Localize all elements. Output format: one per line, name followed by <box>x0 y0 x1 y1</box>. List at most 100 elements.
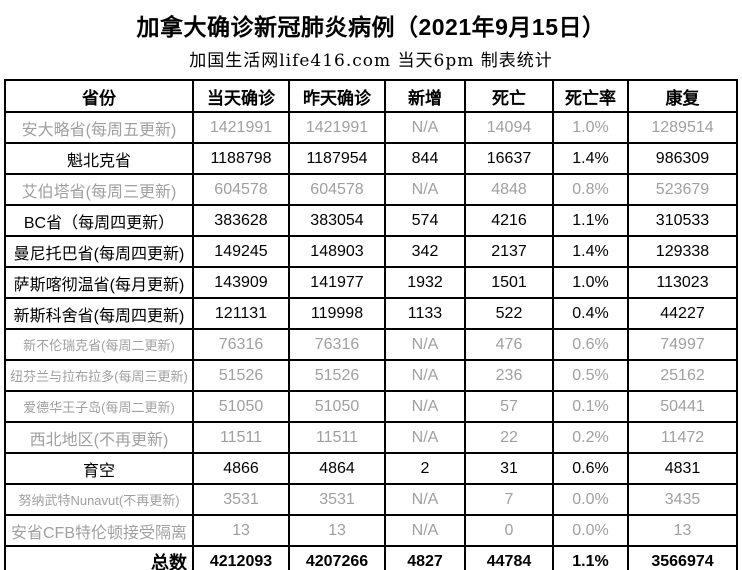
death-rate-cell: 0.0% <box>552 514 629 547</box>
province-cell: 育空 <box>4 452 194 485</box>
recovered-cell: 129338 <box>627 235 738 268</box>
today-confirmed-cell: 149245 <box>192 235 290 268</box>
total-deaths: 44784 <box>464 545 554 570</box>
yesterday-confirmed-cell: 148903 <box>288 235 386 268</box>
death-rate-cell: 0.1% <box>552 390 629 423</box>
table-row: 安省CFB特伦顿接受隔离 13 13 N/A 0 0.0% 13 <box>4 514 738 547</box>
yesterday-confirmed-cell: 119998 <box>288 297 386 330</box>
today-confirmed-cell: 1421991 <box>192 111 290 144</box>
today-confirmed-cell: 121131 <box>192 297 290 330</box>
new-cases-cell: 1932 <box>384 266 466 299</box>
table-row: 魁北克省 1188798 1187954 844 16637 1.4% 986309 <box>4 142 738 175</box>
yesterday-confirmed-cell: 51050 <box>288 390 386 423</box>
deaths-cell: 4216 <box>464 204 554 237</box>
yesterday-confirmed-cell: 604578 <box>288 173 386 206</box>
column-header-yesterday-confirmed: 昨天确诊 <box>288 79 386 113</box>
total-yesterday-confirmed: 4207266 <box>288 545 386 570</box>
column-header-new-cases: 新增 <box>384 79 466 113</box>
today-confirmed-cell: 604578 <box>192 173 290 206</box>
table-row: 曼尼托巴省(每周四更新) 149245 148903 342 2137 1.4% 12933… <box>4 235 738 268</box>
new-cases-cell: N/A <box>384 421 466 454</box>
new-cases-cell: 2 <box>384 452 466 485</box>
recovered-cell: 310533 <box>627 204 738 237</box>
death-rate-cell: 0.8% <box>552 173 629 206</box>
recovered-cell: 74997 <box>627 328 738 361</box>
column-header-recovered: 康复 <box>627 79 738 113</box>
new-cases-cell: N/A <box>384 173 466 206</box>
today-confirmed-cell: 13 <box>192 514 290 547</box>
column-header-deaths: 死亡 <box>464 79 554 113</box>
province-cell: 萨斯喀彻温省(每月更新) <box>4 266 194 299</box>
yesterday-confirmed-cell: 1187954 <box>288 142 386 175</box>
today-confirmed-cell: 76316 <box>192 328 290 361</box>
column-header-province: 省份 <box>4 79 194 113</box>
deaths-cell: 1501 <box>464 266 554 299</box>
death-rate-cell: 0.0% <box>552 483 629 516</box>
today-confirmed-cell: 3531 <box>192 483 290 516</box>
today-confirmed-cell: 383628 <box>192 204 290 237</box>
deaths-cell: 476 <box>464 328 554 361</box>
recovered-cell: 25162 <box>627 359 738 392</box>
table-row: 西北地区(不再更新) 11511 11511 N/A 22 0.2% 11472 <box>4 421 738 454</box>
deaths-cell: 2137 <box>464 235 554 268</box>
table-row: 艾伯塔省(每周三更新) 604578 604578 N/A 4848 0.8% 523679 <box>4 173 738 206</box>
yesterday-confirmed-cell: 141977 <box>288 266 386 299</box>
province-cell: 曼尼托巴省(每周四更新) <box>4 235 194 268</box>
yesterday-confirmed-cell: 4864 <box>288 452 386 485</box>
recovered-cell: 113023 <box>627 266 738 299</box>
province-cell: 艾伯塔省(每周三更新) <box>4 173 194 206</box>
deaths-cell: 16637 <box>464 142 554 175</box>
total-death-rate: 1.1% <box>552 545 629 570</box>
death-rate-cell: 1.4% <box>552 235 629 268</box>
table-row: 爱德华王子岛(每周二更新) 51050 51050 N/A 57 0.1% 50441 <box>4 390 738 423</box>
deaths-cell: 7 <box>464 483 554 516</box>
table-row: 新斯科舍省(每周四更新) 121131 119998 1133 522 0.4% 44227 <box>4 297 738 330</box>
new-cases-cell: N/A <box>384 111 466 144</box>
deaths-cell: 22 <box>464 421 554 454</box>
deaths-cell: 31 <box>464 452 554 485</box>
today-confirmed-cell: 11511 <box>192 421 290 454</box>
province-cell: 西北地区(不再更新) <box>4 421 194 454</box>
page-title: 加拿大确诊新冠肺炎病例（2021年9月15日） <box>136 14 606 40</box>
new-cases-cell: N/A <box>384 328 466 361</box>
province-cell: 新不伦瑞克省(每周二更新) <box>4 328 194 361</box>
province-cell: 纽芬兰与拉布拉多(每周三更新) <box>4 359 194 392</box>
new-cases-cell: 844 <box>384 142 466 175</box>
recovered-cell: 44227 <box>627 297 738 330</box>
covid-stats-table: 省份 当天确诊 昨天确诊 新增 死亡 死亡率 康复 安大略省(每周五更新) 142… <box>4 79 738 570</box>
total-today-confirmed: 4212093 <box>192 545 290 570</box>
page: 加拿大确诊新冠肺炎病例（2021年9月15日） 加国生活网life416.com… <box>0 8 742 570</box>
table-row: BC省（每周四更新） 383628 383054 574 4216 1.1% 310533 <box>4 204 738 237</box>
table-row: 纽芬兰与拉布拉多(每周三更新) 51526 51526 N/A 236 0.5% 25162 <box>4 359 738 392</box>
death-rate-cell: 0.4% <box>552 297 629 330</box>
table-row: 育空 4866 4864 2 31 0.6% 4831 <box>4 452 738 485</box>
column-header-death-rate: 死亡率 <box>552 79 629 113</box>
new-cases-cell: 574 <box>384 204 466 237</box>
total-label: 总数 <box>4 545 194 570</box>
recovered-cell: 1289514 <box>627 111 738 144</box>
province-cell: BC省（每周四更新） <box>4 204 194 237</box>
deaths-cell: 522 <box>464 297 554 330</box>
yesterday-confirmed-cell: 13 <box>288 514 386 547</box>
yesterday-confirmed-cell: 383054 <box>288 204 386 237</box>
death-rate-cell: 1.0% <box>552 111 629 144</box>
deaths-cell: 4848 <box>464 173 554 206</box>
column-header-today-confirmed: 当天确诊 <box>192 79 290 113</box>
table-row: 努纳武特Nunavut(不再更新) 3531 3531 N/A 7 0.0% 3435 <box>4 483 738 516</box>
today-confirmed-cell: 51526 <box>192 359 290 392</box>
new-cases-cell: N/A <box>384 514 466 547</box>
new-cases-cell: 342 <box>384 235 466 268</box>
recovered-cell: 986309 <box>627 142 738 175</box>
yesterday-confirmed-cell: 3531 <box>288 483 386 516</box>
new-cases-cell: N/A <box>384 483 466 516</box>
total-recovered: 3566974 <box>627 545 738 570</box>
death-rate-cell: 1.1% <box>552 204 629 237</box>
total-row: 总数 4212093 4207266 4827 44784 1.1% 35669… <box>4 545 738 570</box>
table-row: 新不伦瑞克省(每周二更新) 76316 76316 N/A 476 0.6% 74997 <box>4 328 738 361</box>
yesterday-confirmed-cell: 11511 <box>288 421 386 454</box>
deaths-cell: 14094 <box>464 111 554 144</box>
new-cases-cell: N/A <box>384 359 466 392</box>
province-cell: 新斯科舍省(每周四更新) <box>4 297 194 330</box>
today-confirmed-cell: 4866 <box>192 452 290 485</box>
recovered-cell: 50441 <box>627 390 738 423</box>
